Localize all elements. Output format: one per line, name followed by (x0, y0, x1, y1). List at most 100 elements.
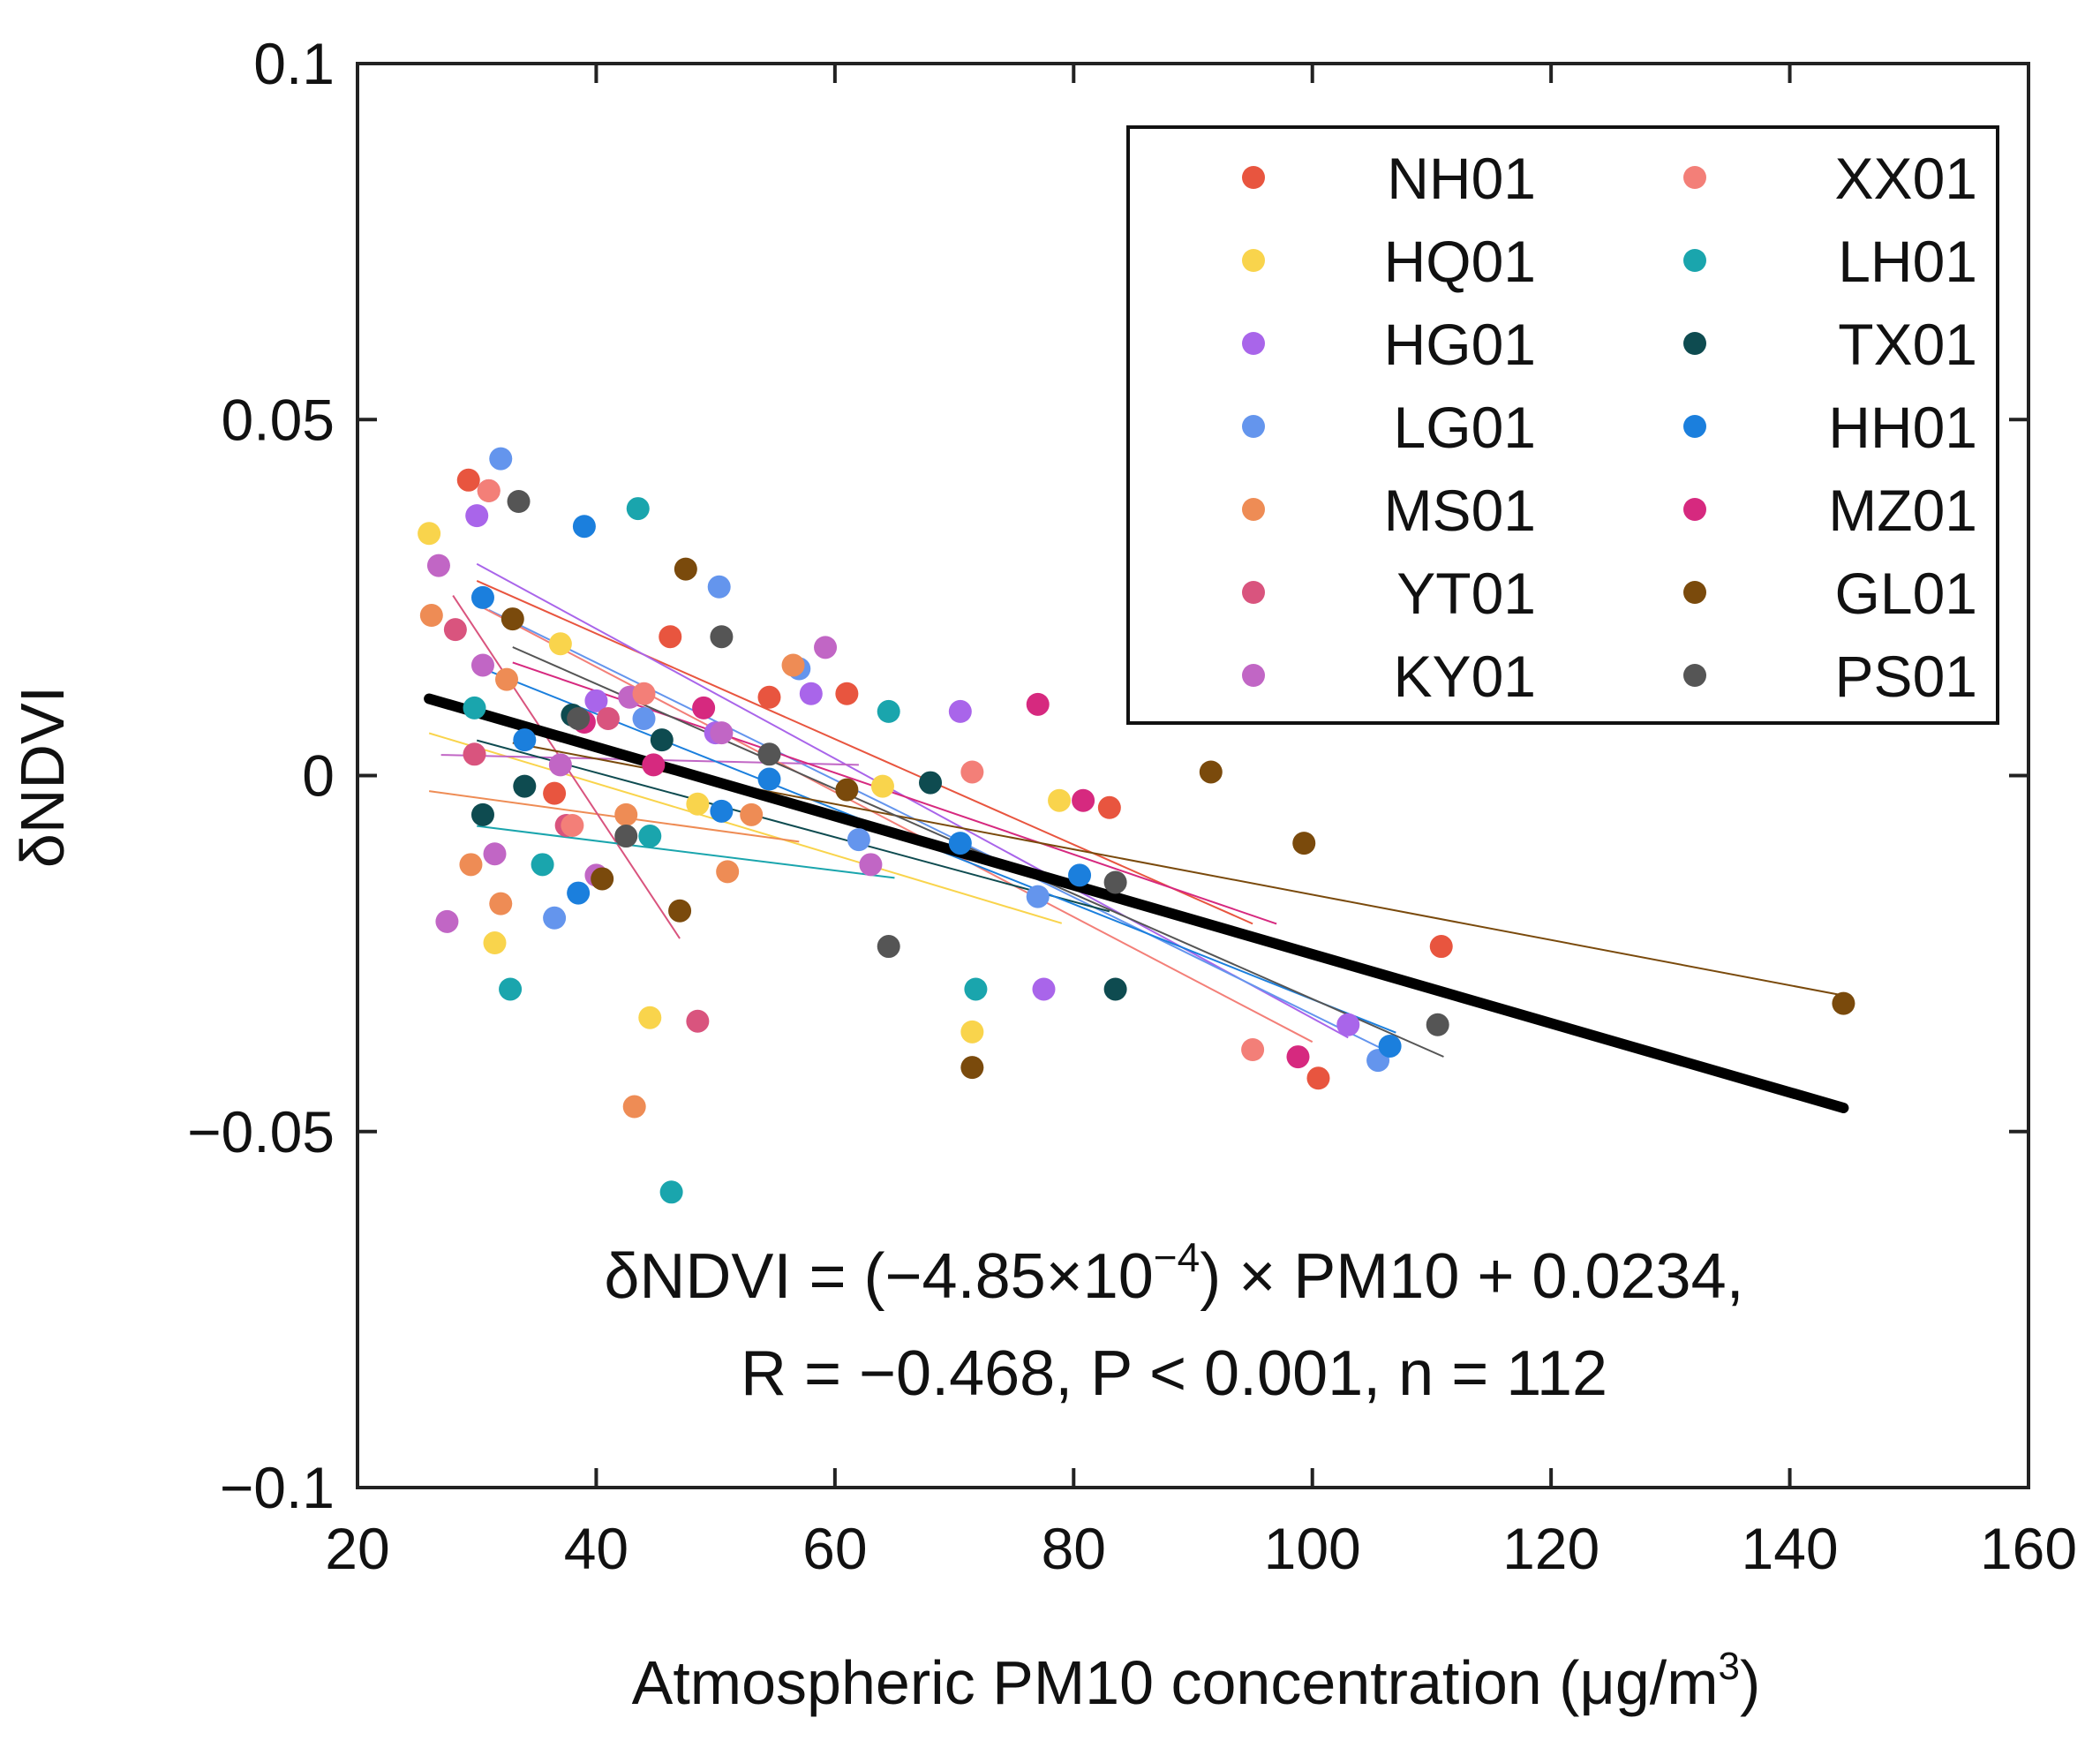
legend-label: LH01 (1838, 229, 1977, 294)
point-lg01 (847, 828, 870, 852)
equation-exponent: −4 (1154, 1234, 1200, 1280)
legend-label: TX01 (1838, 312, 1977, 377)
legend-label: KY01 (1394, 644, 1536, 709)
legend-marker (1683, 415, 1706, 438)
legend-label: LG01 (1394, 395, 1536, 460)
legend-entry-mz01: MZ01 (1683, 478, 1977, 543)
x-axis-ticks: 20 40 60 80 100 120 140 160 (325, 64, 2077, 1581)
point-ps01 (877, 935, 900, 959)
legend-marker (1683, 498, 1706, 521)
legend-label: HH01 (1828, 395, 1977, 460)
fit-line-nh01 (476, 579, 1253, 925)
point-tx01 (919, 771, 943, 795)
point-lg01 (543, 906, 567, 930)
point-mz01 (1072, 788, 1095, 812)
point-hg01 (1032, 977, 1056, 1001)
point-lg01 (632, 706, 656, 730)
point-gl01 (674, 557, 697, 581)
point-mz01 (642, 753, 666, 777)
legend-label: YT01 (1396, 561, 1536, 626)
scatter-points (418, 447, 1855, 1204)
point-yt01 (686, 1009, 710, 1033)
legend-box (1126, 125, 1999, 725)
point-ps01 (1103, 870, 1127, 894)
regression-equation: δNDVI = (−4.85×10−4) × PM10 + 0.0234, R … (604, 1234, 1743, 1409)
point-ky01 (710, 721, 734, 745)
legend-entry-hh01: HH01 (1683, 395, 1977, 460)
point-xx01 (1241, 1038, 1265, 1062)
point-nh01 (659, 625, 682, 649)
legend-label: NH01 (1387, 146, 1536, 211)
point-ms01 (716, 860, 740, 884)
point-lh01 (531, 853, 554, 877)
legend-marker (1683, 249, 1706, 272)
fit-line-xx01 (476, 603, 1313, 1043)
point-lh01 (964, 977, 988, 1001)
point-hh01 (757, 767, 781, 791)
point-ms01 (495, 667, 519, 691)
point-hg01 (799, 682, 823, 705)
point-ms01 (419, 604, 443, 628)
legend-label: MZ01 (1828, 478, 1977, 543)
legend-entry-yt01: YT01 (1242, 561, 1536, 626)
point-gl01 (835, 778, 859, 802)
legend-marker (1242, 249, 1265, 272)
legend-entry-ms01: MS01 (1242, 478, 1536, 543)
point-hq01 (548, 632, 572, 656)
point-yt01 (596, 706, 620, 730)
point-hg01 (948, 699, 972, 723)
legend-entry-gl01: GL01 (1683, 561, 1977, 626)
legend-entry-ps01: PS01 (1683, 644, 1977, 709)
point-nh01 (543, 781, 567, 805)
legend-entry-hg01: HG01 (1242, 312, 1536, 377)
x-tick-label: 140 (1742, 1516, 1839, 1581)
point-hq01 (960, 1020, 984, 1043)
point-hh01 (567, 881, 591, 905)
point-ky01 (548, 753, 572, 777)
legend-marker (1242, 332, 1265, 355)
point-ms01 (614, 802, 638, 826)
point-lh01 (638, 825, 662, 848)
point-ps01 (614, 825, 638, 848)
point-tx01 (650, 728, 674, 752)
point-mz01 (1286, 1045, 1310, 1069)
legend-marker (1242, 581, 1265, 604)
legend: NH01 HQ01 HG01 LG01 MS01 YT01 KY01 XX01 LH01 TX01… (1126, 125, 1999, 725)
legend-entry-hq01: HQ01 (1242, 229, 1536, 294)
y-tick-label: 0.05 (222, 387, 335, 452)
x-axis-title-suffix: ) (1740, 1648, 1760, 1717)
point-ms01 (781, 653, 805, 677)
point-mz01 (1026, 692, 1050, 716)
x-axis-title: Atmospheric PM10 concentration (μg/m3) (632, 1645, 1761, 1717)
point-gl01 (1832, 991, 1855, 1015)
point-hh01 (572, 515, 596, 539)
legend-label: HG01 (1384, 312, 1536, 377)
point-lg01 (489, 447, 513, 471)
legend-marker (1683, 166, 1706, 189)
point-hh01 (1068, 863, 1092, 887)
series-fit-lines (428, 562, 1844, 1058)
point-gl01 (1292, 832, 1316, 855)
point-hh01 (470, 585, 494, 609)
point-lg01 (707, 575, 731, 599)
point-nh01 (1429, 935, 1453, 959)
legend-label: MS01 (1384, 478, 1536, 543)
point-gl01 (668, 899, 692, 923)
point-hg01 (1336, 1013, 1360, 1036)
equation-line-1: δNDVI = (−4.85×10−4) × PM10 + 0.0234, (604, 1234, 1743, 1312)
point-hg01 (465, 504, 489, 528)
point-hh01 (513, 728, 537, 752)
point-xx01 (561, 813, 584, 837)
legend-entry-xx01: XX01 (1683, 146, 1977, 211)
x-axis-title-superscript: 3 (1719, 1645, 1740, 1688)
point-hq01 (418, 522, 441, 546)
point-xx01 (960, 760, 984, 784)
point-gl01 (501, 607, 524, 631)
point-ms01 (489, 892, 513, 915)
point-ky01 (859, 853, 883, 877)
point-lh01 (499, 977, 523, 1001)
x-tick-label: 20 (325, 1516, 389, 1581)
fit-line-tx01 (476, 739, 1110, 913)
point-ky01 (435, 909, 459, 933)
point-nh01 (456, 468, 480, 492)
